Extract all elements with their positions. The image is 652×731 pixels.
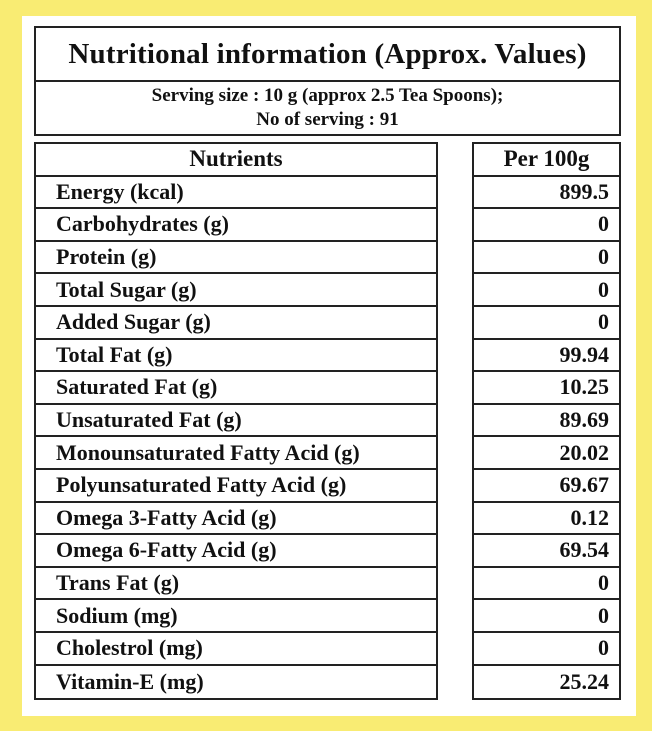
nutrient-value-cell: 89.69 — [474, 405, 619, 438]
nutrient-name-cell: Omega 3-Fatty Acid (g) — [36, 503, 436, 536]
nutrient-value-cell: 0.12 — [474, 503, 619, 536]
nutrient-value-cell: 899.5 — [474, 177, 619, 210]
nutrient-name-cell: Protein (g) — [36, 242, 436, 275]
serving-size-text: Serving size : 10 g (approx 2.5 Tea Spoo… — [151, 85, 504, 106]
nutrient-name-cell: Omega 6-Fatty Acid (g) — [36, 535, 436, 568]
nutrient-name-cell: Vitamin-E (mg) — [56, 668, 204, 694]
nutrient-name-cell: Cholestrol (mg) — [36, 633, 436, 666]
nutrient-value-cell: 0 — [474, 600, 619, 633]
nutrient-value-cell: 0 — [474, 568, 619, 601]
nutrient-value-cell: 0 — [474, 242, 619, 275]
nutrients-column: Nutrients Energy (kcal) Carbohydrates (g)… — [34, 142, 438, 701]
nutrient-name-cell: Polyunsaturated Fatty Acid (g) — [36, 470, 436, 503]
nutrient-name-cell: Total Sugar (g) — [36, 274, 436, 307]
nutrient-value-cell: 99.94 — [474, 340, 619, 373]
nutrient-name-cell: Monounsaturated Fatty Acid (g) — [36, 437, 436, 470]
nutrient-value-cell: 0 — [474, 274, 619, 307]
nutrient-name-cell: Added Sugar (g) — [36, 307, 436, 340]
nutrient-value-cell: 69.54 — [474, 535, 619, 568]
nutrient-name-cell: Sodium (mg) — [36, 600, 436, 633]
nutrient-name-cell: Saturated Fat (g) — [36, 372, 436, 405]
nutrients-header: Nutrients — [36, 144, 436, 177]
label-title: Nutritional information (Approx. Values) — [68, 37, 587, 70]
nutrient-value-cell: 0 — [474, 209, 619, 242]
nutrient-value-cell: 0 — [474, 633, 619, 666]
serving-info: Serving size : 10 g (approx 2.5 Tea Spoo… — [34, 82, 621, 136]
nutrient-value-cell: 0 — [474, 307, 619, 340]
nutrient-name-cell: Energy (kcal) — [36, 177, 436, 210]
per-100g-column: Per 100g 899.5 0 0 0 0 99.94 10.25 89.69 20.02 69… — [472, 142, 621, 701]
nutrient-value-cell: 20.02 — [474, 437, 619, 470]
nutrient-value-cell: 25.24 — [559, 668, 610, 694]
nutrition-panel: Nutritional information (Approx. Values)… — [22, 16, 636, 716]
nutrient-value-cell: 69.67 — [474, 470, 619, 503]
nutrient-name-cell: Total Fat (g) — [36, 340, 436, 373]
nutrient-name-cell: Carbohydrates (g) — [36, 209, 436, 242]
nutrient-name-cell: Unsaturated Fat (g) — [36, 405, 436, 438]
nutrient-name-cell: Trans Fat (g) — [36, 568, 436, 601]
nutrient-value-cell: 10.25 — [474, 372, 619, 405]
servings-count-text: No of serving : 91 — [256, 109, 399, 130]
per-100g-header: Per 100g — [474, 144, 619, 177]
title-box: Nutritional information (Approx. Values) — [34, 26, 621, 82]
